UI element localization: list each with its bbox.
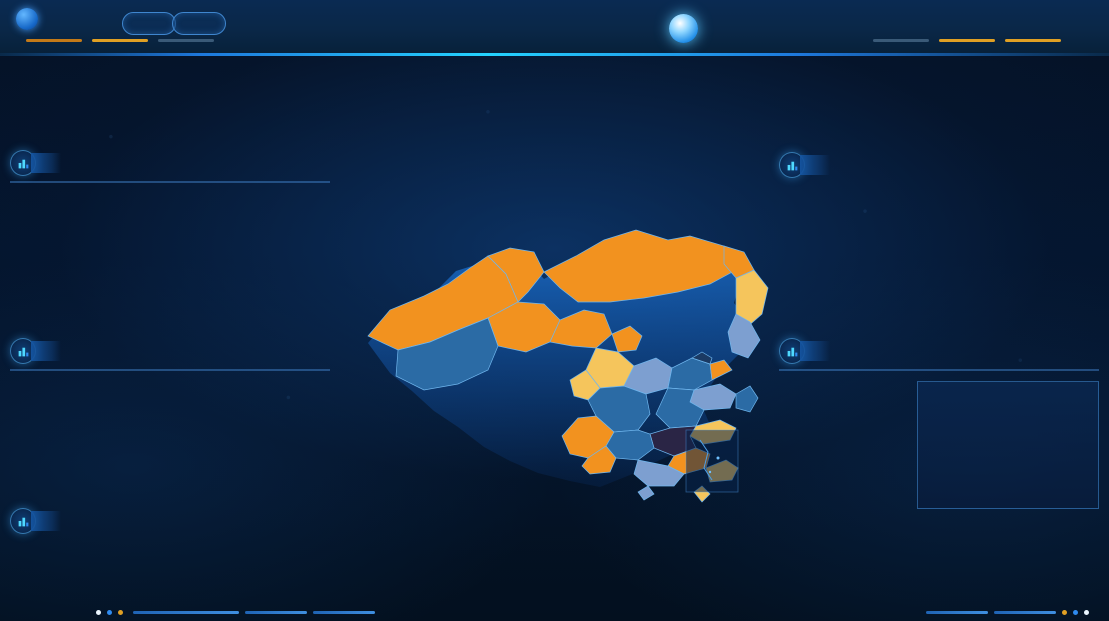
carousel-bar-1 — [133, 611, 239, 614]
carousel-dot-1[interactable] — [96, 610, 101, 615]
carousel-bar-2 — [245, 611, 307, 614]
header-deco-4 — [873, 39, 929, 42]
panel-yangtze-trend — [10, 508, 1099, 537]
province-ningxia — [611, 325, 643, 353]
green-assets-table-wrap[interactable] — [917, 381, 1099, 509]
panel-green-assets-header — [779, 338, 1099, 364]
power-volume-x-axis — [10, 189, 330, 191]
carousel-left-indicators[interactable] — [96, 610, 375, 615]
header-deco-3 — [158, 39, 214, 42]
power-volume-tabs — [10, 181, 330, 183]
header-deco-5 — [939, 39, 995, 42]
province-gansu — [549, 309, 613, 349]
carousel-bar-4 — [926, 611, 988, 614]
carousel-right-indicators[interactable] — [926, 610, 1089, 615]
header-deco-6 — [1005, 39, 1061, 42]
province-beijing — [691, 351, 713, 365]
carousel-dot-6[interactable] — [1084, 610, 1089, 615]
period-week-button[interactable] — [172, 12, 226, 35]
province-henan — [655, 387, 705, 429]
panel-power-volume-title-bar — [31, 153, 61, 173]
carousel-bar-3 — [313, 611, 375, 614]
app-header — [0, 0, 1109, 56]
province-jilin — [727, 313, 761, 359]
bar-chart-glyph — [787, 161, 797, 170]
china-map-svg[interactable] — [338, 218, 778, 518]
panel-power-price — [10, 338, 330, 379]
header-deco-2 — [92, 39, 148, 42]
province-liaoning — [735, 385, 759, 413]
bar-chart-glyph — [18, 159, 28, 168]
province-guangxi-guangdong — [633, 459, 685, 487]
map-provinces[interactable] — [367, 229, 769, 503]
carousel-dot-2[interactable] — [107, 610, 112, 615]
province-heilongjiang-n — [723, 245, 755, 279]
header-deco-1 — [26, 39, 82, 42]
bar-chart-glyph — [18, 347, 28, 356]
map-inset-southsea — [685, 429, 739, 493]
kpi-tab-row — [10, 82, 1099, 112]
panel-power-price-header — [10, 338, 330, 364]
ai-badge-icon[interactable] — [669, 14, 698, 43]
province-xinjiang-north — [487, 247, 545, 303]
panel-yangtze-header — [10, 508, 1099, 534]
carousel-dot-5[interactable] — [1073, 610, 1078, 615]
company-logo-icon — [16, 8, 38, 30]
bar-chart-glyph — [787, 347, 797, 356]
bar-chart-glyph — [18, 517, 28, 526]
carousel-dot-4[interactable] — [1062, 610, 1067, 615]
province-tibet — [395, 317, 499, 391]
china-heatmap[interactable] — [338, 218, 778, 518]
panel-generation-income-header — [779, 152, 1099, 178]
panel-power-volume-header — [10, 150, 330, 176]
province-yunnan-s — [581, 445, 617, 475]
province-sichuan-w — [569, 369, 601, 401]
power-price-tabs — [10, 369, 330, 371]
panel-power-price-title-bar — [31, 341, 61, 361]
center-total-label — [356, 185, 418, 203]
panel-green-assets-title-bar — [800, 341, 830, 361]
province-shandong-n — [709, 359, 733, 381]
panel-generation-income — [779, 152, 1099, 192]
carousel-dot-3[interactable] — [118, 610, 123, 615]
bar-chart-icon — [10, 508, 36, 534]
panel-power-volume — [10, 150, 330, 191]
carousel-bar-5 — [994, 611, 1056, 614]
panel-green-assets — [779, 338, 1099, 509]
green-assets-tabs — [779, 369, 1099, 371]
period-month-button[interactable] — [122, 12, 176, 35]
logo-clock-group — [16, 8, 45, 30]
green-donut-block — [779, 381, 911, 509]
panel-yangtze-title-bar — [31, 511, 61, 531]
power-price-x-axis — [10, 377, 330, 379]
green-donut-chart[interactable] — [779, 381, 911, 477]
green-assets-body — [779, 381, 1099, 509]
province-hainan — [637, 485, 655, 501]
center-summary-stats — [356, 185, 776, 229]
panel-generation-income-title-bar — [800, 155, 830, 175]
